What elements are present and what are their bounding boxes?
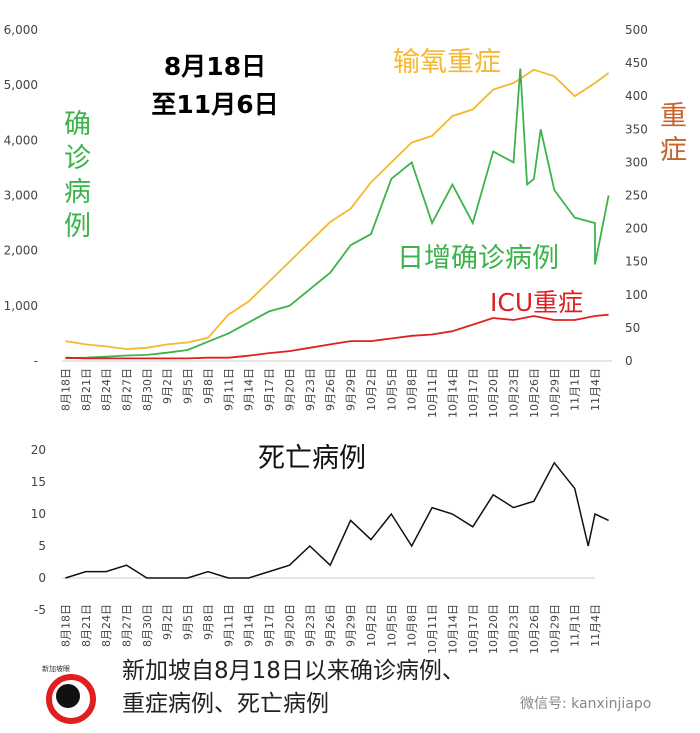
deaths-y-tick-label: 5: [38, 539, 46, 553]
legend-oxygen: 输氧重症: [393, 47, 501, 78]
x-tick-label: 10月17日: [467, 368, 480, 418]
x-tick-label: 9月26日: [324, 368, 337, 411]
x-tick-label: 8月21日: [80, 368, 93, 411]
x-tick-label: 8月24日: [100, 368, 113, 411]
right-axis-label: 重症: [660, 101, 687, 166]
right-tick-label: 50: [625, 321, 640, 335]
right-tick-label: 250: [625, 189, 648, 203]
x-tick-label: 9月8日: [202, 368, 215, 404]
x-tick-label: 10月8日: [406, 368, 419, 411]
x-tick-label: 9月2日: [161, 368, 174, 404]
deaths-y-tick-label: 10: [31, 507, 46, 521]
x-tick-label: 9月11日: [222, 368, 235, 411]
series-line-deaths: [65, 461, 609, 579]
x-tick-label: 10月14日: [446, 368, 459, 418]
x-tick-label: 8月18日: [59, 368, 72, 411]
x-tick-label: 11月1日: [569, 368, 582, 411]
deaths-x-tick-label: 11月4日: [589, 604, 602, 647]
caption-line-1: 新加坡自8月18日以来确诊病例、: [122, 658, 465, 684]
x-tick-label: 8月30日: [141, 368, 154, 411]
deaths-x-tick-label: 9月11日: [222, 604, 235, 647]
deaths-x-tick-label: 9月5日: [182, 604, 195, 640]
x-tick-label: 9月14日: [243, 368, 256, 411]
deaths-x-tick-label: 9月26日: [324, 604, 337, 647]
right-tick-label: 150: [625, 255, 648, 269]
deaths-x-tick-label: 10月14日: [446, 604, 459, 654]
deaths-x-tick-label: 9月17日: [263, 604, 276, 647]
deaths-x-tick-label: 9月2日: [161, 604, 174, 640]
right-tick-label: 500: [625, 23, 648, 37]
deaths-x-tick-label: 9月20日: [283, 604, 296, 647]
x-tick-label: 9月29日: [345, 368, 358, 411]
title-line-2: 至11月6日: [151, 90, 279, 119]
x-tick-label: 8月27日: [121, 368, 134, 411]
deaths-y-tick-label: 0: [38, 571, 46, 585]
logo-text: 新加坡眼: [42, 665, 70, 673]
deaths-x-tick-label: 8月30日: [141, 604, 154, 647]
right-tick-label: 450: [625, 56, 648, 70]
series-line-oxygen: [65, 68, 610, 351]
right-tick-label: 300: [625, 155, 648, 169]
deaths-x-tick-label: 8月27日: [121, 604, 134, 647]
deaths-y-tick-label: 20: [31, 443, 46, 457]
deaths-x-tick-label: 9月29日: [345, 604, 358, 647]
deaths-x-tick-label: 11月1日: [569, 604, 582, 647]
deaths-x-tick-label: 9月8日: [202, 604, 215, 640]
legend-daily-cases: 日增确诊病例: [397, 243, 559, 274]
deaths-x-tick-label: 10月2日: [365, 604, 378, 647]
deaths-title: 死亡病例: [258, 443, 366, 474]
deaths-x-tick-label: 9月23日: [304, 604, 317, 647]
right-tick-label: 400: [625, 89, 648, 103]
deaths-x-tick-label: 9月14日: [243, 604, 256, 647]
deaths-x-tick-label: 10月23日: [508, 604, 521, 654]
deaths-x-tick-label: 10月11日: [426, 604, 439, 654]
x-tick-label: 11月4日: [589, 368, 602, 411]
left-tick-label: 6,000: [4, 23, 38, 37]
deaths-x-tick-label: 10月29日: [548, 604, 561, 654]
right-tick-label: 100: [625, 288, 648, 302]
x-tick-label: 9月20日: [283, 368, 296, 411]
deaths-x-tick-label: 8月18日: [59, 604, 72, 647]
series-line-icu: [65, 313, 609, 360]
left-axis-label: 确诊病例: [64, 109, 91, 242]
chart-title: 8月18日 至11月6日: [140, 48, 290, 124]
right-tick-label: 350: [625, 122, 648, 136]
left-tick-label: 3,000: [4, 189, 38, 203]
right-tick-label: 0: [625, 354, 633, 368]
deaths-x-tick-label: 10月5日: [385, 604, 398, 647]
deaths-y-tick-label: -5: [34, 603, 46, 617]
deaths-x-tick-label: 10月17日: [467, 604, 480, 654]
x-tick-label: 10月29日: [548, 368, 561, 418]
left-tick-label: 4,000: [4, 133, 38, 147]
deaths-x-tick-label: 10月26日: [528, 604, 541, 654]
caption: 新加坡自8月18日以来确诊病例、 重症病例、死亡病例: [122, 655, 465, 721]
logo: 新加坡眼: [42, 664, 98, 724]
deaths-y-tick-label: 15: [31, 475, 46, 489]
x-tick-label: 9月17日: [263, 368, 276, 411]
x-tick-label: 10月2日: [365, 368, 378, 411]
x-tick-label: 10月23日: [508, 368, 521, 418]
series-line-daily-cases: [65, 68, 610, 360]
deaths-x-tick-label: 8月21日: [80, 604, 93, 647]
right-tick-label: 200: [625, 222, 648, 236]
deaths-x-tick-label: 8月24日: [100, 604, 113, 647]
caption-line-2: 重症病例、死亡病例: [122, 691, 329, 717]
watermark: 微信号: kanxinjiapo: [520, 696, 652, 712]
left-tick-label: 2,000: [4, 244, 38, 258]
left-tick-label: -: [34, 354, 38, 368]
x-tick-label: 9月23日: [304, 368, 317, 411]
x-tick-label: 10月26日: [528, 368, 541, 418]
title-line-1: 8月18日: [163, 52, 267, 81]
x-tick-label: 10月5日: [385, 368, 398, 411]
x-tick-label: 9月5日: [182, 368, 195, 404]
left-tick-label: 5,000: [4, 78, 38, 92]
legend-icu: ICU重症: [490, 288, 584, 317]
deaths-x-tick-label: 10月20日: [487, 604, 500, 654]
deaths-x-tick-label: 10月8日: [406, 604, 419, 647]
x-tick-label: 10月11日: [426, 368, 439, 418]
x-tick-label: 10月20日: [487, 368, 500, 418]
left-tick-label: 1,000: [4, 299, 38, 313]
